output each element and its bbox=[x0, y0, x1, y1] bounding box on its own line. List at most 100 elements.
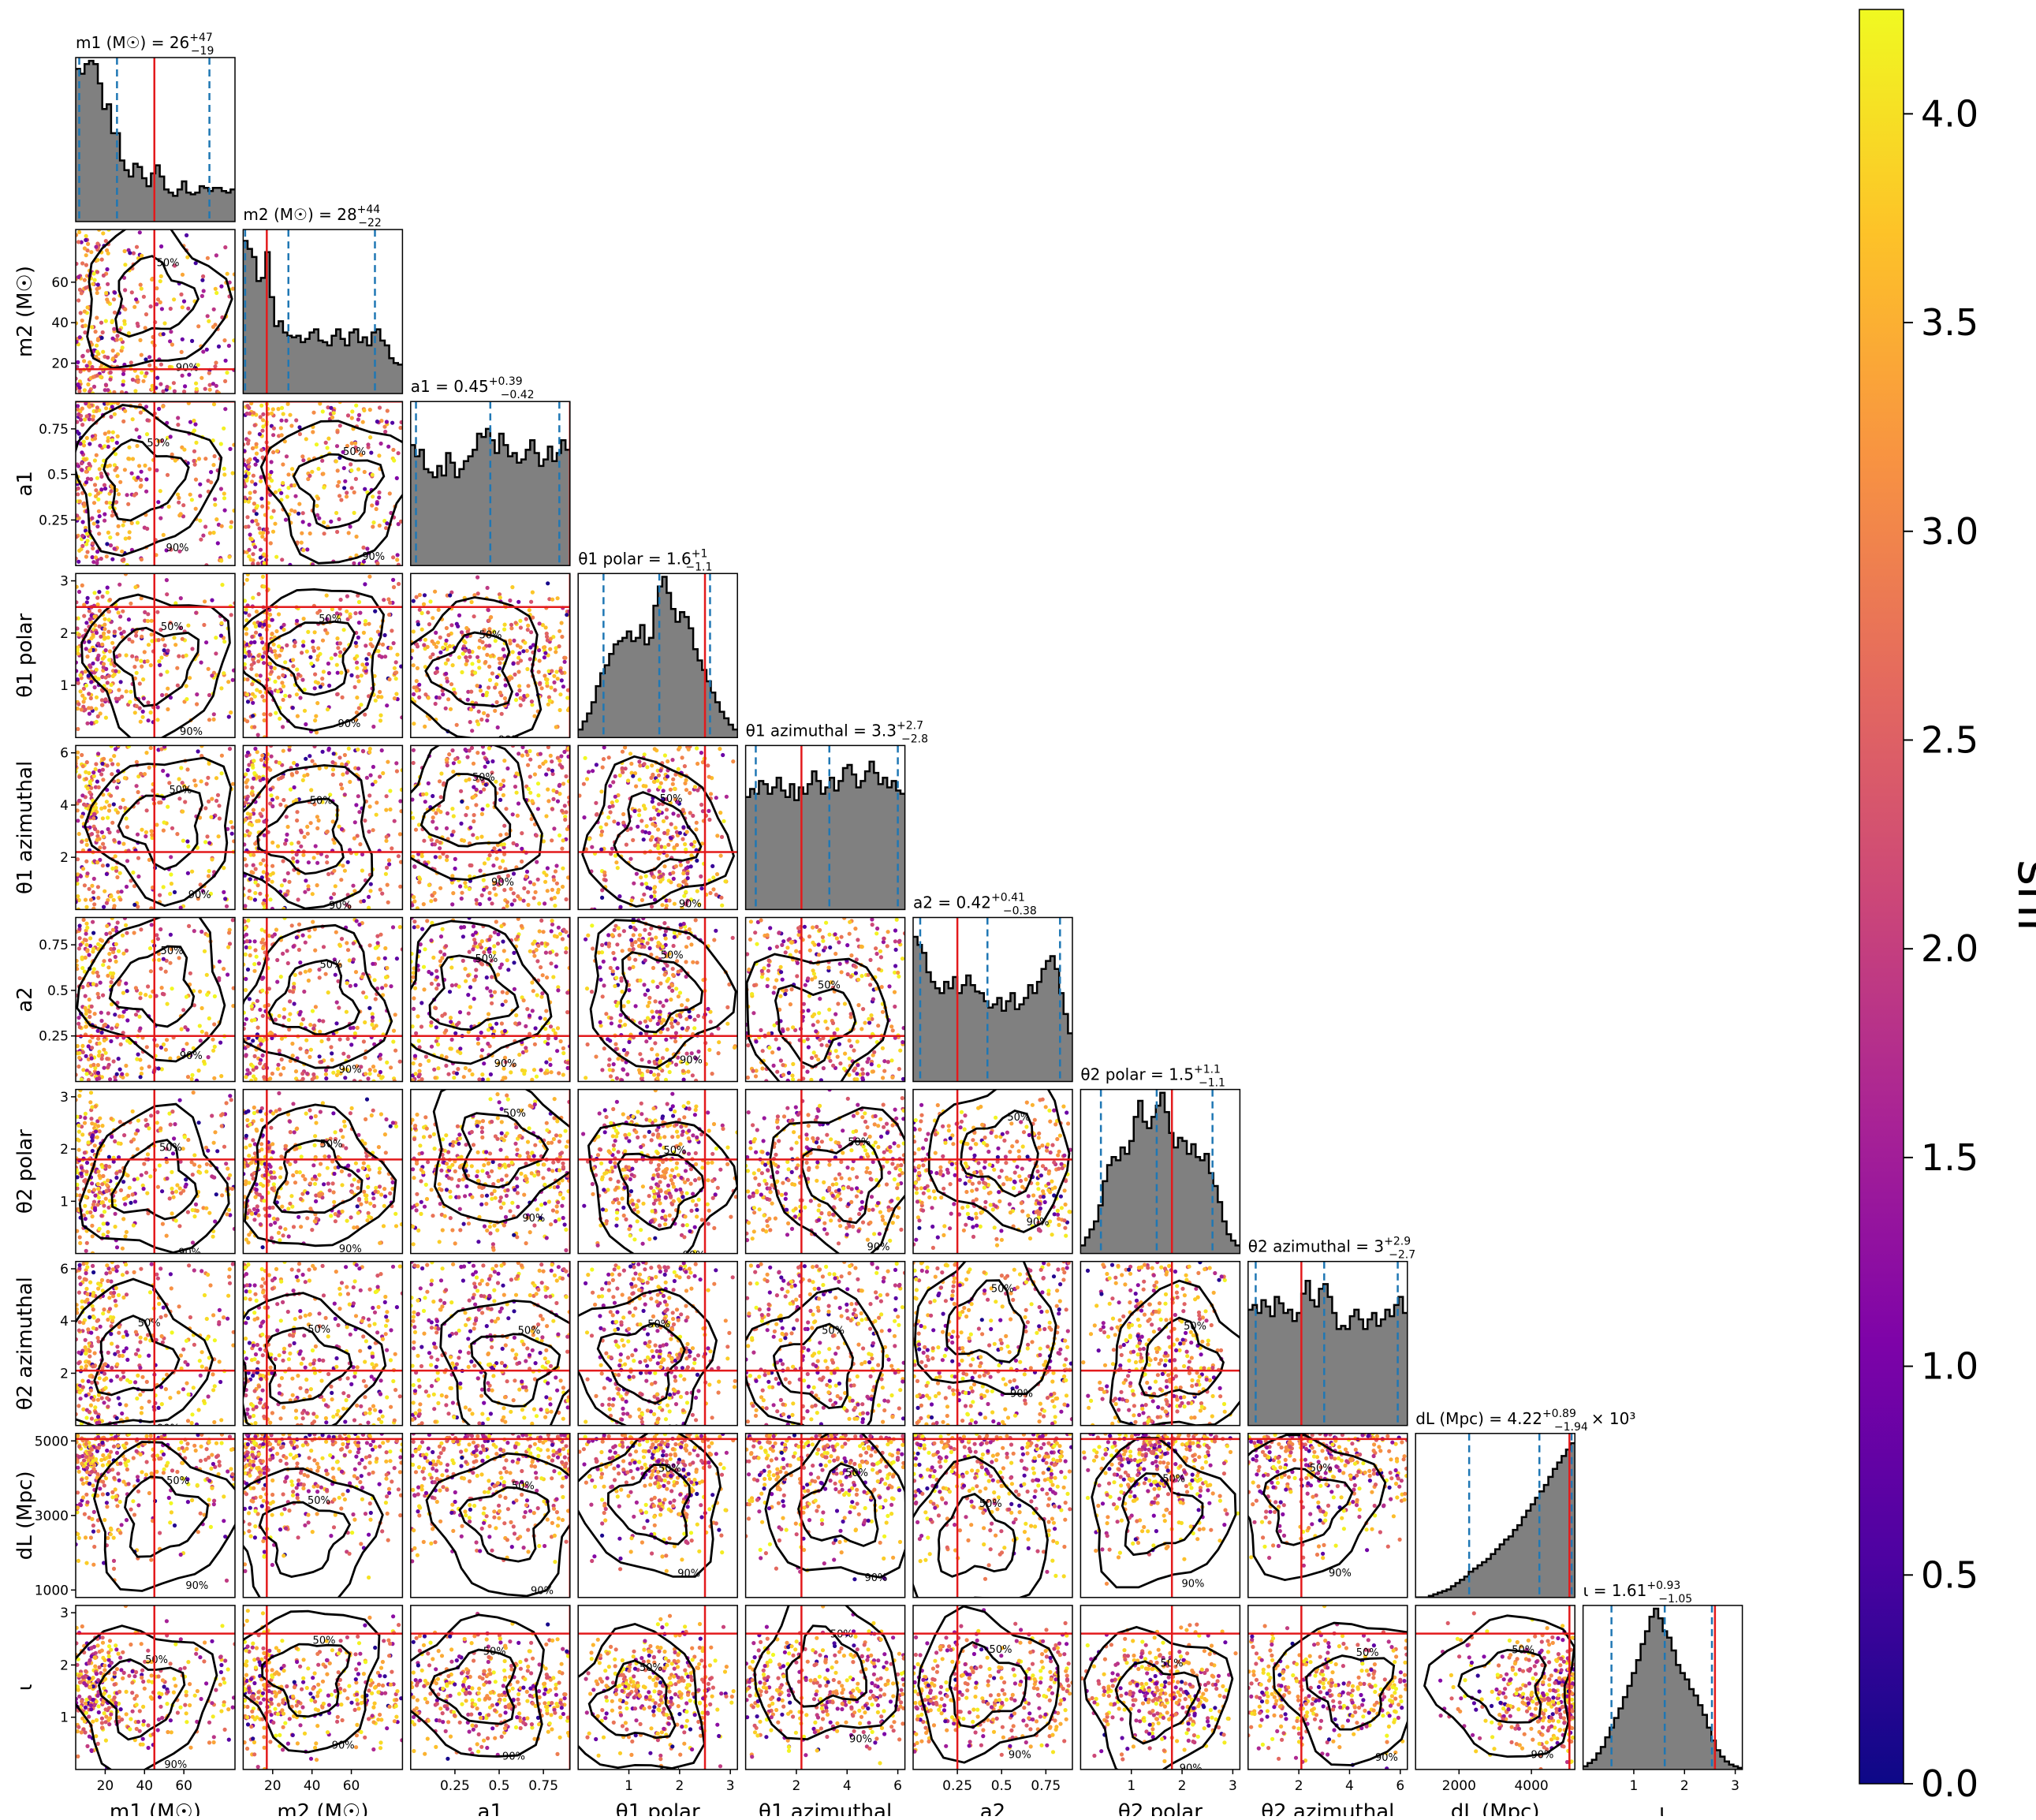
sample-point bbox=[76, 275, 80, 279]
sample-point bbox=[356, 468, 360, 472]
sample-point bbox=[545, 677, 549, 681]
sample-point bbox=[102, 757, 106, 761]
sample-point bbox=[543, 880, 547, 884]
sample-point bbox=[114, 500, 118, 504]
sample-point bbox=[537, 901, 541, 905]
sample-point bbox=[106, 863, 110, 867]
sample-point bbox=[248, 877, 252, 881]
sample-point bbox=[161, 405, 165, 408]
sample-point bbox=[673, 902, 677, 906]
sample-point bbox=[259, 673, 263, 677]
sample-point bbox=[439, 771, 443, 775]
y-axis-label-theta1_polar: θ1 polar bbox=[13, 614, 37, 698]
sample-point bbox=[282, 798, 285, 802]
sample-point bbox=[249, 640, 253, 644]
sample-point bbox=[380, 892, 384, 896]
sample-point bbox=[386, 760, 390, 764]
sample-point bbox=[192, 459, 196, 463]
sample-point bbox=[345, 1010, 349, 1014]
sample-point bbox=[511, 812, 515, 816]
sample-point bbox=[505, 991, 509, 995]
sample-point bbox=[388, 491, 392, 495]
contour-label-50: 50% bbox=[319, 614, 341, 625]
sample-point bbox=[88, 936, 92, 940]
sample-point bbox=[486, 586, 490, 590]
sample-point bbox=[505, 900, 509, 904]
sample-point bbox=[110, 762, 114, 766]
sample-point bbox=[342, 466, 346, 470]
sample-point bbox=[84, 543, 88, 546]
sample-point bbox=[546, 638, 550, 642]
sample-point bbox=[149, 746, 153, 750]
sample-point bbox=[438, 841, 442, 845]
sample-point bbox=[170, 826, 174, 830]
sample-point bbox=[339, 782, 343, 786]
sample-point bbox=[441, 692, 445, 696]
sample-point bbox=[198, 494, 202, 498]
sample-point bbox=[144, 751, 148, 755]
sample-point bbox=[385, 521, 389, 525]
title-main: θ1 azimuthal = 3.3 bbox=[746, 721, 897, 740]
sample-point bbox=[313, 949, 317, 953]
sample-point bbox=[494, 893, 498, 897]
sample-point bbox=[103, 655, 106, 658]
contour-label-50: 50% bbox=[472, 772, 495, 784]
sample-point bbox=[434, 631, 438, 635]
sample-point bbox=[288, 1012, 292, 1016]
sample-point bbox=[286, 961, 290, 965]
sample-point bbox=[96, 1063, 100, 1067]
sample-point bbox=[181, 839, 185, 843]
sample-point bbox=[417, 683, 421, 687]
sample-point bbox=[683, 842, 687, 846]
sample-point bbox=[493, 685, 497, 689]
sample-point bbox=[84, 323, 88, 327]
sample-point bbox=[355, 696, 359, 699]
sample-point bbox=[332, 892, 336, 896]
sample-point bbox=[361, 990, 365, 994]
sample-point bbox=[269, 470, 273, 474]
sample-point bbox=[247, 464, 251, 468]
sample-point bbox=[89, 786, 93, 790]
sample-point bbox=[311, 1009, 315, 1013]
sample-point bbox=[672, 877, 676, 881]
sample-point bbox=[274, 711, 278, 715]
sample-point bbox=[213, 454, 217, 458]
sample-point bbox=[540, 686, 544, 690]
sample-point bbox=[393, 666, 397, 670]
sample-point bbox=[190, 498, 194, 502]
sample-point bbox=[514, 1013, 518, 1017]
sample-point bbox=[123, 776, 127, 780]
sample-point bbox=[286, 402, 290, 406]
hist-panel-theta1_azimuthal: θ1 azimuthal = 3.3+2.7−2.8 bbox=[746, 719, 928, 909]
sample-point bbox=[652, 886, 656, 890]
sample-point bbox=[194, 611, 198, 615]
sample-point bbox=[104, 716, 108, 720]
sample-point bbox=[343, 1076, 347, 1080]
sample-point bbox=[320, 459, 324, 463]
sample-point bbox=[268, 768, 272, 772]
sample-point bbox=[296, 841, 300, 845]
sample-point bbox=[301, 548, 305, 552]
sample-point bbox=[172, 381, 176, 385]
sample-point bbox=[502, 793, 505, 797]
sample-point bbox=[608, 784, 612, 788]
sample-point bbox=[480, 893, 484, 897]
sample-point bbox=[140, 254, 144, 258]
sample-point bbox=[186, 307, 190, 311]
sample-point bbox=[468, 650, 472, 654]
sample-point bbox=[470, 1072, 474, 1076]
sample-point bbox=[262, 584, 266, 588]
sample-point bbox=[220, 754, 224, 758]
sample-point bbox=[244, 933, 248, 937]
sample-point bbox=[222, 427, 226, 431]
hist-body bbox=[243, 229, 402, 393]
sample-point bbox=[192, 428, 196, 432]
sample-point bbox=[695, 821, 699, 825]
sample-point bbox=[532, 896, 536, 900]
sample-point bbox=[84, 554, 88, 558]
sample-point bbox=[166, 649, 170, 653]
sample-point bbox=[81, 764, 85, 768]
sample-point bbox=[543, 759, 547, 763]
sample-point bbox=[288, 563, 292, 567]
sample-point bbox=[134, 986, 138, 990]
